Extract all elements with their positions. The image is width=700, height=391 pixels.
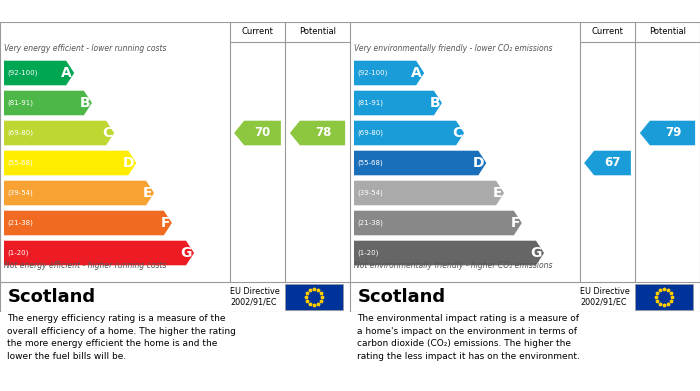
Text: Scotland: Scotland (358, 288, 446, 306)
Text: The environmental impact rating is a measure of
a home's impact on the environme: The environmental impact rating is a mea… (357, 314, 580, 361)
Text: (55-68): (55-68) (357, 160, 383, 166)
Text: F: F (160, 216, 170, 230)
Text: 70: 70 (254, 127, 270, 140)
Polygon shape (4, 61, 74, 85)
Text: 67: 67 (604, 156, 620, 170)
Text: (21-38): (21-38) (7, 220, 33, 226)
Polygon shape (4, 151, 136, 175)
Text: (1-20): (1-20) (357, 250, 379, 256)
Text: A: A (62, 66, 72, 80)
Text: (55-68): (55-68) (7, 160, 33, 166)
Text: Not energy efficient - higher running costs: Not energy efficient - higher running co… (4, 261, 167, 270)
Polygon shape (354, 91, 442, 115)
Bar (635, 284, 693, 310)
Text: Very energy efficient - lower running costs: Very energy efficient - lower running co… (4, 44, 167, 53)
Polygon shape (4, 91, 92, 115)
Text: (1-20): (1-20) (7, 250, 29, 256)
Polygon shape (354, 151, 486, 175)
Text: C: C (102, 126, 112, 140)
Text: Very environmentally friendly - lower CO₂ emissions: Very environmentally friendly - lower CO… (354, 44, 552, 53)
Text: D: D (122, 156, 134, 170)
Text: Not environmentally friendly - higher CO₂ emissions: Not environmentally friendly - higher CO… (354, 261, 552, 270)
Text: F: F (510, 216, 520, 230)
Polygon shape (354, 211, 522, 235)
Text: G: G (531, 246, 542, 260)
Polygon shape (4, 241, 194, 265)
Text: Current: Current (241, 27, 274, 36)
Text: (39-54): (39-54) (7, 190, 33, 196)
Polygon shape (354, 241, 544, 265)
Text: (81-91): (81-91) (7, 100, 33, 106)
Polygon shape (354, 61, 424, 85)
Text: D: D (473, 156, 484, 170)
Polygon shape (354, 121, 464, 145)
Text: (69-80): (69-80) (357, 130, 383, 136)
Text: B: B (79, 96, 90, 110)
Text: (21-38): (21-38) (357, 220, 383, 226)
Polygon shape (234, 121, 281, 145)
Text: (39-54): (39-54) (357, 190, 383, 196)
Text: (69-80): (69-80) (7, 130, 33, 136)
Text: B: B (429, 96, 440, 110)
Text: 78: 78 (315, 127, 331, 140)
Text: Potential: Potential (299, 27, 336, 36)
Text: (92-100): (92-100) (7, 70, 37, 76)
Text: Current: Current (592, 27, 624, 36)
Polygon shape (4, 211, 171, 235)
Text: E: E (143, 186, 152, 200)
Polygon shape (584, 151, 631, 175)
Polygon shape (354, 181, 504, 205)
Text: EU Directive
2002/91/EC: EU Directive 2002/91/EC (580, 287, 630, 307)
Polygon shape (640, 121, 695, 145)
Text: G: G (181, 246, 192, 260)
Text: Energy Efficiency Rating: Energy Efficiency Rating (6, 5, 168, 18)
Text: The energy efficiency rating is a measure of the
overall efficiency of a home. T: The energy efficiency rating is a measur… (7, 314, 236, 361)
Text: E: E (493, 186, 502, 200)
Bar (285, 284, 343, 310)
Text: EU Directive
2002/91/EC: EU Directive 2002/91/EC (230, 287, 280, 307)
Polygon shape (4, 181, 154, 205)
Polygon shape (290, 121, 345, 145)
Text: Environmental Impact (CO₂) Rating: Environmental Impact (CO₂) Rating (355, 5, 587, 18)
Text: A: A (412, 66, 422, 80)
Text: Scotland: Scotland (8, 288, 96, 306)
Polygon shape (4, 121, 114, 145)
Text: Potential: Potential (649, 27, 686, 36)
Text: 79: 79 (665, 127, 681, 140)
Text: (92-100): (92-100) (357, 70, 387, 76)
Text: (81-91): (81-91) (357, 100, 383, 106)
Text: C: C (452, 126, 462, 140)
